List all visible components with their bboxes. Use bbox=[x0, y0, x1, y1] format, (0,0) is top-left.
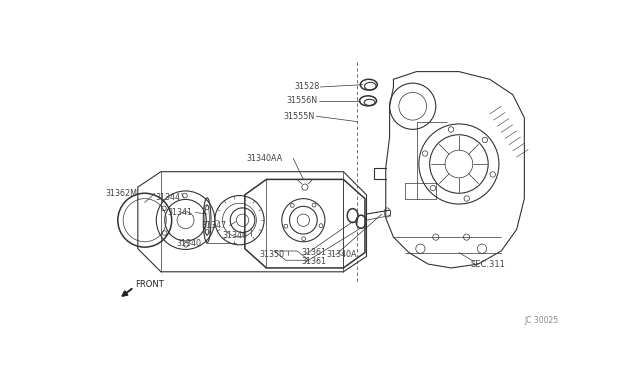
Text: 31346: 31346 bbox=[222, 231, 247, 240]
Text: 31555N: 31555N bbox=[284, 112, 315, 121]
Text: 31556N: 31556N bbox=[286, 96, 317, 105]
Text: 31361: 31361 bbox=[301, 257, 326, 266]
Text: 31340AA: 31340AA bbox=[246, 154, 283, 163]
Text: 31361: 31361 bbox=[301, 248, 326, 257]
Text: FRONT: FRONT bbox=[136, 280, 164, 289]
Text: 31344: 31344 bbox=[155, 193, 180, 202]
Text: 31362M: 31362M bbox=[106, 189, 138, 198]
Text: 31528: 31528 bbox=[294, 83, 319, 92]
Text: JC 30025: JC 30025 bbox=[525, 316, 559, 325]
Text: 31340A: 31340A bbox=[326, 250, 357, 259]
Text: 31350: 31350 bbox=[259, 250, 284, 259]
Text: 31341: 31341 bbox=[168, 208, 193, 217]
Text: 31347: 31347 bbox=[201, 221, 227, 230]
Text: 31340: 31340 bbox=[176, 239, 201, 248]
Text: SEC.311: SEC.311 bbox=[471, 260, 506, 269]
